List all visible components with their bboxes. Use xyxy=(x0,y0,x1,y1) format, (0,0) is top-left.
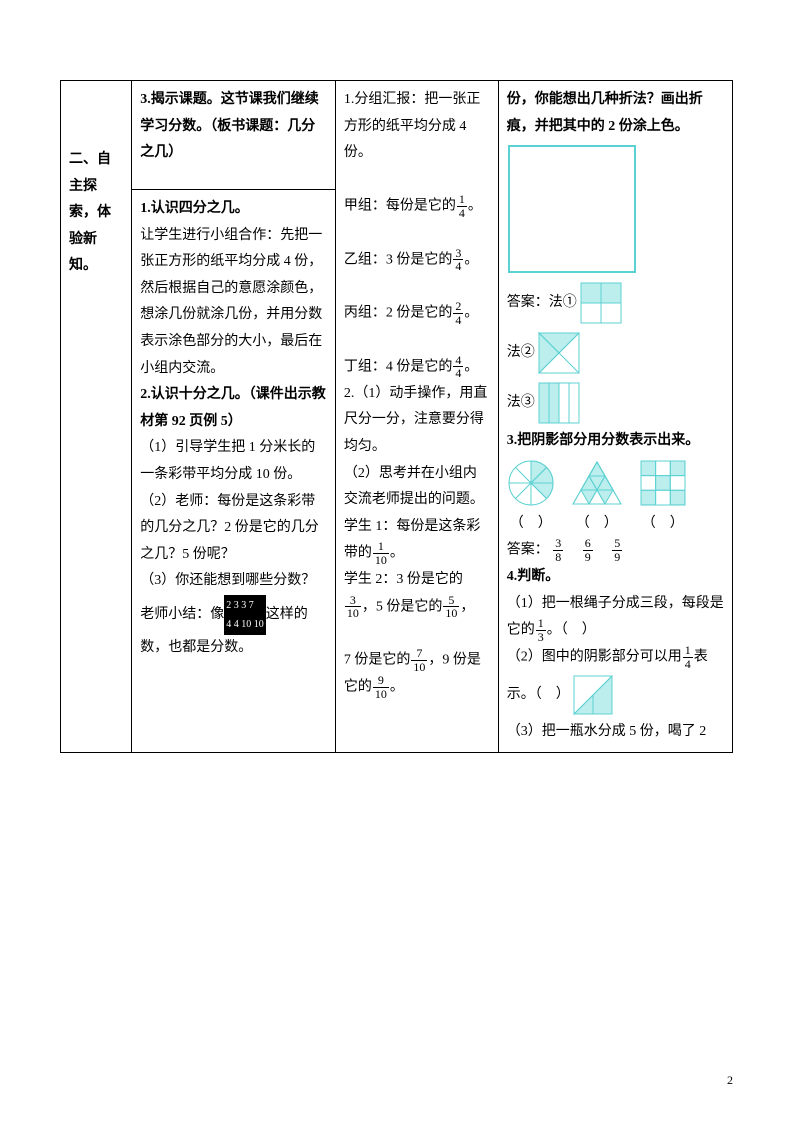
section-title: 二、自主探索，体验新知。 xyxy=(69,147,123,280)
t: 丙组：2 份是它的 xyxy=(344,306,453,321)
group-yi: 乙组：3 份是它的34。 xyxy=(344,247,490,274)
t: ，9 份是 xyxy=(428,653,481,668)
frac-2-4: 24 xyxy=(453,300,463,326)
t: 。 xyxy=(390,546,404,561)
t: 它的 xyxy=(344,680,372,695)
t: 。（ ） xyxy=(547,623,596,638)
t: ，5 份是它的 xyxy=(362,599,443,614)
t: ， xyxy=(460,599,474,614)
r1c2: 1.分组汇报：把一张正方形的纸平均分成 4 份。 甲组：每份是它的14。 乙组：… xyxy=(335,81,498,753)
frac-4-4: 44 xyxy=(453,354,463,380)
q4: 4.判断。 xyxy=(507,564,724,591)
frac-1-4: 14 xyxy=(457,193,467,219)
grid-9-icon xyxy=(639,459,687,507)
t: 。 xyxy=(468,199,482,214)
q3: 3.把阴影部分用分数表示出来。 xyxy=(507,428,724,455)
answer-3: 法③ xyxy=(507,378,724,428)
t: 7 份是它的 xyxy=(344,653,411,668)
frac-6-9: 69 xyxy=(583,537,593,563)
t: 甲组：每份是它的 xyxy=(344,199,456,214)
fold1-icon xyxy=(580,282,622,324)
t: 。 xyxy=(464,252,478,267)
t: 带的 xyxy=(344,546,372,561)
group-jia: 甲组：每份是它的14。 xyxy=(344,193,490,220)
frac-5-9: 59 xyxy=(612,537,622,563)
t: 答案：法① xyxy=(507,295,577,310)
hands-on: 2.（1）动手操作，用直尺分一分，注意要分得均匀。 xyxy=(344,381,490,461)
fold2-icon xyxy=(538,332,580,374)
student2: 学生 2：3 份是它的 310，5 份是它的510， xyxy=(344,567,490,621)
group-bing: 丙组：2 份是它的24。 xyxy=(344,300,490,327)
t: 答案： xyxy=(507,543,549,558)
q3-answers: 答案： 38 69 59 xyxy=(507,537,724,564)
t: （2）图中的阴影部分可以用 xyxy=(507,650,682,665)
t: 乙组：3 份是它的 xyxy=(344,252,453,267)
frac-9-10: 910 xyxy=(373,674,389,700)
blackbox-icon: 2 3 3 74 4 10 10 xyxy=(224,595,266,635)
reveal-topic: 3.揭示课题。这节课我们继续学习分数。（板书课题：几分之几） xyxy=(140,92,319,160)
fold-question: 份，你能想出几种折法？画出折痕，并把其中的 2 份涂上色。 xyxy=(507,87,724,140)
t: 老师小结：像 xyxy=(140,607,224,622)
r1c1: 3.揭示课题。这节课我们继续学习分数。（板书课题：几分之几） xyxy=(132,81,336,190)
student3: 7 份是它的710，9 份是 它的910。 xyxy=(344,647,490,701)
t: 法② xyxy=(507,345,535,360)
frac-5-10: 510 xyxy=(443,594,459,620)
group-report: 1.分组汇报：把一张正方形的纸平均分成 4 份。 xyxy=(344,87,490,167)
frac-3-4: 34 xyxy=(453,247,463,273)
blank: （ ） xyxy=(639,511,687,538)
triangle-9-icon xyxy=(569,459,625,507)
answer-1: 答案：法① xyxy=(507,278,724,328)
p3: （2）老师：每份是这条彩带的几分之几？2 份是它的几分之几？5 份呢？ xyxy=(140,489,327,569)
lesson-table: 二、自主探索，体验新知。 3.揭示课题。这节课我们继续学习分数。（板书课题：几分… xyxy=(60,80,733,753)
summary: 老师小结：像2 3 3 74 4 10 10这样的数，也都是分数。 xyxy=(140,595,327,662)
student1: 学生 1：每份是这条彩 带的110。 xyxy=(344,514,490,568)
q3-figures: （ ） （ ） xyxy=(507,455,724,538)
h1: 1.认识四分之几。 xyxy=(140,196,327,223)
frac-3-8: 38 xyxy=(553,537,563,563)
frac-1-10: 110 xyxy=(373,540,389,566)
judge1: （1）把一根绳子分成三段，每段是它的13。（ ） xyxy=(507,591,724,645)
think-share: （2）思考并在小组内交流老师提出的问题。 xyxy=(344,461,490,514)
frac-3-10: 310 xyxy=(345,594,361,620)
t: 法③ xyxy=(507,395,535,410)
judge2-icon xyxy=(573,675,613,715)
judge3: （3）把一瓶水分成 5 份，喝了 2 xyxy=(507,719,724,746)
answer-2: 法② xyxy=(507,328,724,378)
p4: （3）你还能想到哪些分数？ xyxy=(140,568,327,595)
t: 。 xyxy=(390,680,404,695)
page: 二、自主探索，体验新知。 3.揭示课题。这节课我们继续学习分数。（板书课题：几分… xyxy=(0,0,793,1122)
row-1: 二、自主探索，体验新知。 3.揭示课题。这节课我们继续学习分数。（板书课题：几分… xyxy=(61,81,733,190)
r1c3: 份，你能想出几种折法？画出折痕，并把其中的 2 份涂上色。 答案：法① 法② 法… xyxy=(498,81,732,753)
blank-square-icon xyxy=(507,144,637,274)
t: 。 xyxy=(464,306,478,321)
group-ding: 丁组：4 份是它的44。 xyxy=(344,354,490,381)
frac-7-10: 710 xyxy=(411,647,427,673)
t: 学生 2：3 份是它的 xyxy=(344,572,463,587)
section-title-cell: 二、自主探索，体验新知。 xyxy=(61,81,132,753)
fold3-icon xyxy=(538,382,580,424)
h2: 2.认识十分之几。（课件出示教材第 92 页例 5） xyxy=(140,382,327,435)
t: 学生 1：每份是这条彩 xyxy=(344,519,481,534)
frac-1-4b: 14 xyxy=(683,644,693,670)
blank: （ ） xyxy=(569,511,625,538)
page-number: 2 xyxy=(727,1069,733,1092)
r2c1: 1.认识四分之几。 让学生进行小组合作：先把一张正方形的纸平均分成 4 份，然后… xyxy=(132,190,336,753)
judge2: （2）图中的阴影部分可以用14表示。（ ） xyxy=(507,644,724,719)
t: 丁组：4 份是它的 xyxy=(344,359,453,374)
blank: （ ） xyxy=(507,511,555,538)
p2: （1）引导学生把 1 分米长的一条彩带平均分成 10 份。 xyxy=(140,435,327,488)
t: 。 xyxy=(464,359,478,374)
p1: 让学生进行小组合作：先把一张正方形的纸平均分成 4 份，然后根据自己的意愿涂颜色… xyxy=(140,223,327,383)
frac-1-3: 13 xyxy=(536,617,546,643)
circle-8-icon xyxy=(507,459,555,507)
